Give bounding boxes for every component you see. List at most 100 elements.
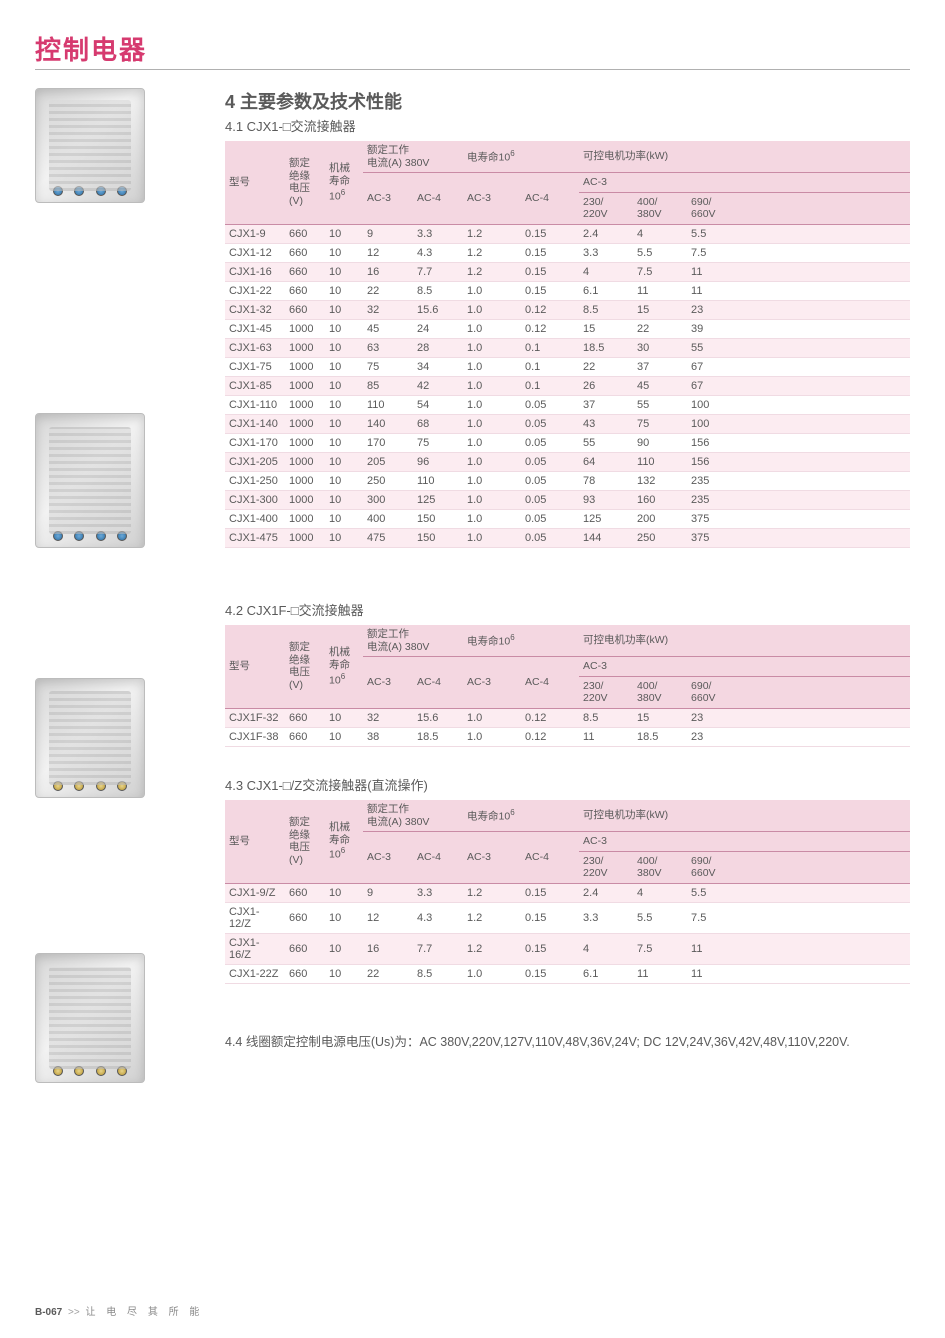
table-cell-pad [741,376,910,395]
table-cell: 144 [579,528,633,547]
th-power-400: 400/380V [633,192,687,224]
table-cell: 23 [687,708,741,727]
table-cell: 156 [687,452,741,471]
table-cell: 10 [325,883,363,902]
table-cell-pad [741,243,910,262]
table-cell-pad [741,338,910,357]
table-cell: 0.12 [521,319,579,338]
table-cell: 24 [413,319,463,338]
th-elife-ac4: AC-4 [521,657,579,709]
table-cell-pad [741,528,910,547]
device-image-2 [35,413,145,548]
table-cell-pad [741,414,910,433]
table-cell: 10 [325,471,363,490]
section-44-text: 4.4 线圈额定控制电源电压(Us)为：AC 380V,220V,127V,11… [225,1034,910,1052]
table-cell: 8.5 [579,300,633,319]
th-elife-ac3: AC-3 [463,832,521,884]
table-cell: 0.15 [521,964,579,983]
table-cell: 660 [285,727,325,746]
table-cell: 11 [687,281,741,300]
table-cell: CJX1-9/Z [225,883,285,902]
th-rated-current-group: 额定工作电流(A) 380V [363,141,463,173]
table-cell: 300 [363,490,413,509]
table-cell: 110 [633,452,687,471]
table-cell: 1.2 [463,224,521,243]
table-cell: 0.1 [521,376,579,395]
table-cell: 90 [633,433,687,452]
th-model: 型号 [225,800,285,883]
table-cell: CJX1-22 [225,281,285,300]
table-cell: 7.7 [413,933,463,964]
table-cell: 75 [363,357,413,376]
th-power-690: 690/660V [687,676,741,708]
table-cell: 235 [687,490,741,509]
table-cell: 38 [363,727,413,746]
table-row: CJX1F-38660103818.51.00.121118.523 [225,727,910,746]
th-rated-current-group: 额定工作电流(A) 380V [363,625,463,657]
table-cell: 4 [579,262,633,281]
table-row: CJX1-3001000103001251.00.0593160235 [225,490,910,509]
table-cell: 2.4 [579,224,633,243]
table-cell: 660 [285,883,325,902]
table-cell: 10 [325,509,363,528]
table-cell: 0.15 [521,243,579,262]
table-cell: 7.5 [633,262,687,281]
table-row: CJX1-2501000102501101.00.0578132235 [225,471,910,490]
th-mechanical-life: 机械寿命106 [325,800,363,883]
table-cell-pad [741,883,910,902]
table-cell-pad [741,452,910,471]
table-cell: 1.0 [463,509,521,528]
table-cell: 7.5 [687,902,741,933]
th-electric-life-group: 电寿命106 [463,800,579,832]
table-cell: 0.1 [521,338,579,357]
th-power-230: 230/220V [579,851,633,883]
footer-page-number: B-067 [35,1307,62,1318]
table-row: CJX1-4510001045241.00.12152239 [225,319,910,338]
table-cell-pad [741,933,910,964]
table-cell: 45 [633,376,687,395]
table-cell: 4 [579,933,633,964]
table-row: CJX1-110100010110541.00.053755100 [225,395,910,414]
table-cell: 10 [325,357,363,376]
table-cell: 75 [413,433,463,452]
table-cell: 1.0 [463,708,521,727]
th-motor-power-group: 可控电机功率(kW) [579,141,910,173]
table-cell-pad [741,490,910,509]
table-cell-pad [741,224,910,243]
table-cell: 660 [285,281,325,300]
table-cell: 1000 [285,528,325,547]
table-cell: 5.5 [687,224,741,243]
table-cell: 1.0 [463,376,521,395]
table-cell: 85 [363,376,413,395]
table-cell: 5.5 [633,902,687,933]
table-cell: 100 [687,395,741,414]
table-cell: 67 [687,357,741,376]
device-image-1 [35,88,145,203]
table-cell: 150 [413,509,463,528]
th-power-pad [741,676,910,708]
th-power-230: 230/220V [579,192,633,224]
table-cell: 0.05 [521,395,579,414]
th-power-pad [741,192,910,224]
table-cell: 22 [633,319,687,338]
table-row: CJX1-6310001063281.00.118.53055 [225,338,910,357]
table-cell: 43 [579,414,633,433]
table-cell: 10 [325,452,363,471]
table-cell: 0.15 [521,883,579,902]
th-power-690: 690/660V [687,192,741,224]
table-cell: 10 [325,243,363,262]
table-cell: 250 [633,528,687,547]
table-cell: 250 [363,471,413,490]
table-cell: 78 [579,471,633,490]
section-42-subtitle: 4.2 CJX1F-□交流接触器 [225,600,910,619]
table-row: CJX1-170100010170751.00.055590156 [225,433,910,452]
table-cell: 93 [579,490,633,509]
table-cell: 12 [363,243,413,262]
table-cell-pad [741,262,910,281]
table-cell: 660 [285,902,325,933]
table-cell: 5.5 [687,883,741,902]
table-cell: 22 [579,357,633,376]
section-41-subtitle: 4.1 CJX1-□交流接触器 [225,116,910,135]
table-cell: CJX1-205 [225,452,285,471]
table-row: CJX1-205100010205961.00.0564110156 [225,452,910,471]
